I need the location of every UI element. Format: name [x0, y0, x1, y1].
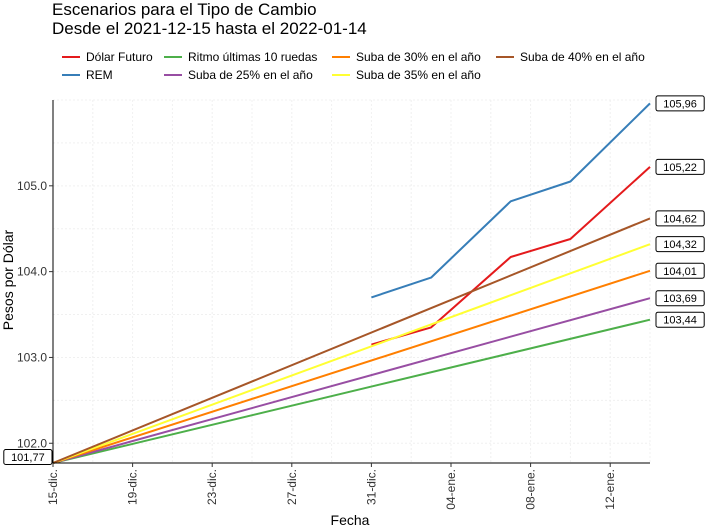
legend-swatch — [496, 55, 514, 58]
end-value-label: 104,62 — [655, 210, 705, 227]
end-value-label-box — [655, 236, 705, 253]
x-tick-label: 19-dic. — [126, 469, 140, 505]
x-tick-label: 31-dic. — [364, 469, 378, 505]
series-line-4 — [52, 269, 651, 464]
legend-label: Suba de 35% en el año — [356, 68, 481, 82]
start-value-label-box — [3, 449, 53, 465]
legend-item-rem: REM — [62, 66, 113, 84]
legend-swatch — [164, 73, 182, 76]
x-tick-label: 23-dic. — [205, 469, 219, 505]
series-line-2 — [52, 318, 651, 464]
end-value-label-box — [655, 262, 705, 279]
x-tick-label: 27-dic. — [285, 469, 299, 505]
legend-label: Suba de 30% en el año — [356, 50, 481, 64]
start-value-label: 101,77 — [3, 449, 53, 465]
end-value-label: 104,01 — [655, 262, 705, 279]
legend-item-suba-30: Suba de 30% en el año — [332, 48, 481, 66]
legend-swatch — [62, 55, 80, 58]
x-tick-label: 12-ene. — [603, 469, 617, 510]
x-axis-label: Fecha — [331, 512, 370, 528]
legend-item-suba-40: Suba de 40% en el año — [496, 48, 645, 66]
end-value-label: 105,96 — [655, 95, 705, 112]
y-tick-label: 103.0 — [17, 350, 47, 364]
end-value-label-box — [655, 95, 705, 112]
y-tick-label: 105.0 — [17, 179, 47, 193]
end-value-label-text: 104,32 — [663, 239, 697, 251]
legend-item-suba-25: Suba de 25% en el año — [164, 66, 313, 84]
series-line-3 — [52, 297, 651, 464]
end-value-label: 104,32 — [655, 236, 705, 253]
series-line-6 — [52, 217, 651, 464]
legend-swatch — [332, 55, 350, 58]
chart-title: Escenarios para el Tipo de Cambio — [52, 0, 317, 19]
legend-label: Suba de 40% en el año — [520, 50, 645, 64]
legend-swatch — [62, 73, 80, 76]
end-value-label-text: 104,01 — [663, 266, 697, 278]
x-tick-label: 15-dic. — [46, 469, 60, 505]
series-line-0 — [371, 166, 651, 346]
end-value-label-text: 104,62 — [663, 213, 697, 225]
start-value-label-text: 101,77 — [11, 452, 45, 464]
value-labels: 105,96 105,22 104,62 104,32 104,01 103,69 103,… — [3, 95, 705, 465]
legend-item-suba-35: Suba de 35% en el año — [332, 66, 481, 84]
legend-item-ritmo: Ritmo últimas 10 ruedas — [164, 48, 317, 66]
series-lines — [52, 102, 651, 464]
legend-label: REM — [86, 68, 113, 82]
legend-item-dolar-futuro: Dólar Futuro — [62, 48, 153, 66]
y-tick-label: 102.0 — [17, 436, 47, 450]
end-value-label-box — [655, 311, 705, 328]
end-value-label-box — [655, 158, 705, 175]
x-tick-label: 04-ene. — [444, 469, 458, 510]
chart-title-block: Escenarios para el Tipo de Cambio Desde e… — [52, 0, 367, 38]
series-line-1 — [371, 102, 651, 299]
end-value-label-text: 103,44 — [663, 315, 697, 327]
legend-label: Dólar Futuro — [86, 50, 153, 64]
end-value-label: 103,69 — [655, 290, 705, 307]
end-value-label: 105,22 — [655, 158, 705, 175]
end-value-label-text: 105,96 — [663, 98, 697, 110]
grid-lines — [52, 99, 651, 463]
legend-swatch — [164, 55, 182, 58]
end-value-label-box — [655, 290, 705, 307]
axes: 102.0 103.0 104.0 105.0 15-dic. 19-dic. 23-dic… — [17, 100, 650, 510]
x-tick-label: 08-ene. — [524, 469, 538, 510]
series-line-5 — [52, 243, 651, 464]
chart-subtitle: Desde el 2021-12-15 hasta el 2022-01-14 — [52, 19, 367, 38]
end-value-label-box — [655, 210, 705, 227]
legend-swatch — [332, 73, 350, 76]
y-tick-label: 104.0 — [17, 265, 47, 279]
end-value-label-text: 103,69 — [663, 293, 697, 305]
y-axis-label: Pesos por Dólar — [0, 229, 16, 330]
legend-label: Ritmo últimas 10 ruedas — [188, 50, 318, 64]
end-value-label: 103,44 — [655, 311, 705, 328]
end-value-label-text: 105,22 — [663, 162, 697, 174]
legend-label: Suba de 25% en el año — [188, 68, 313, 82]
